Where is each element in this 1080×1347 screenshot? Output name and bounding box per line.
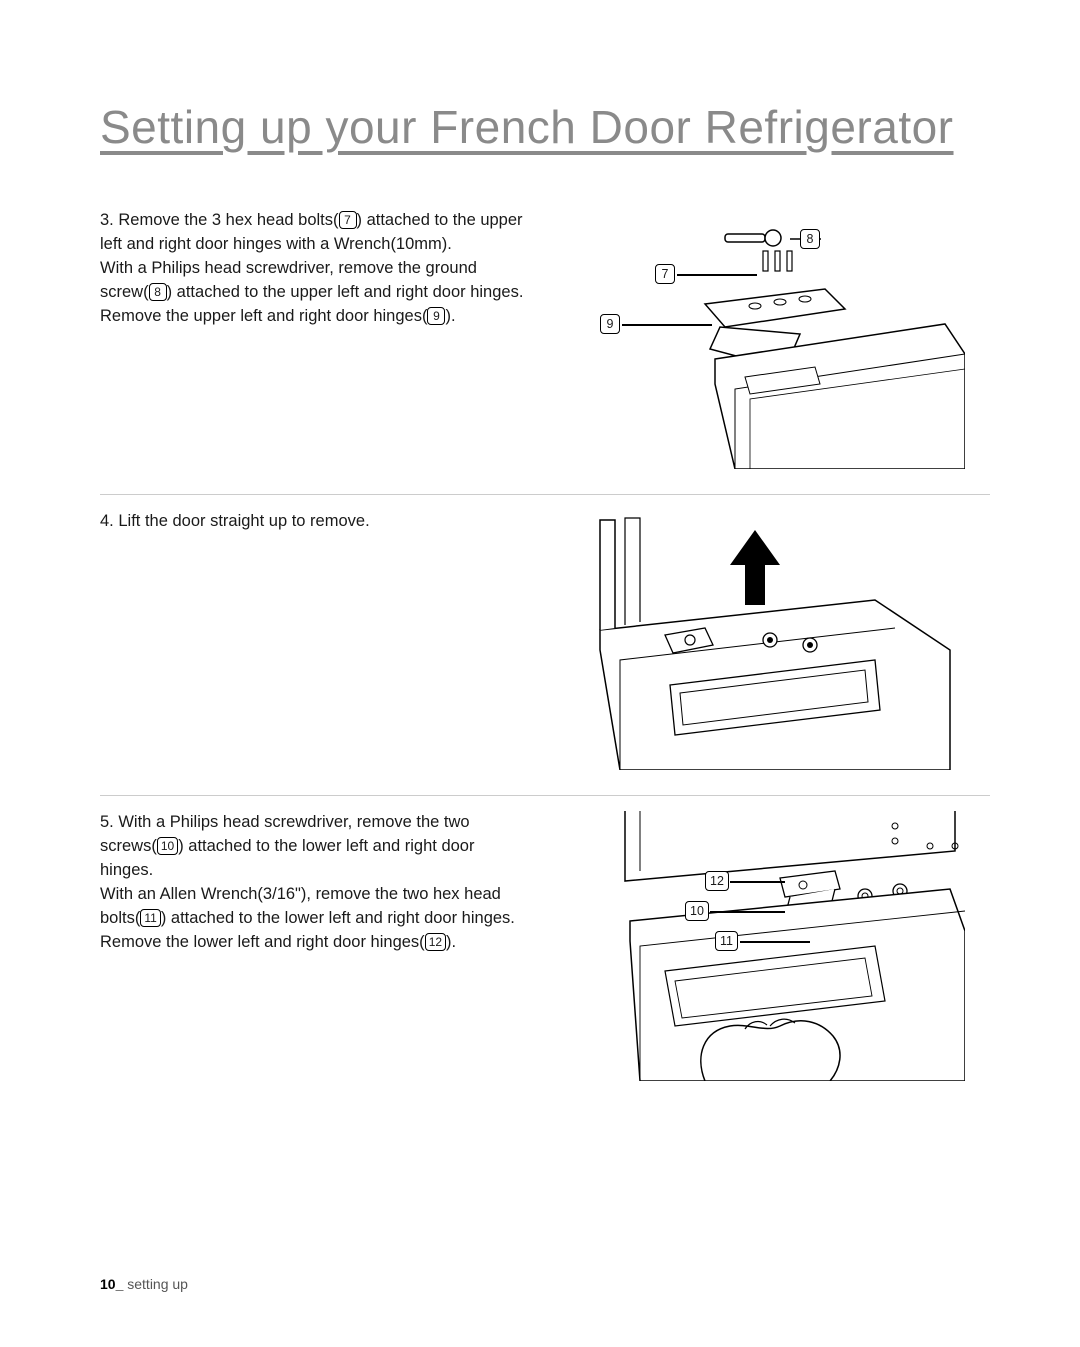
step-4-num: 4. — [100, 512, 114, 530]
step-3-text: 3. Remove the 3 hex head bolts(7) attach… — [100, 209, 530, 469]
step-4-text: 4. Lift the door straight up to remove. — [100, 510, 530, 770]
hinge-top-illustration — [585, 209, 965, 469]
page-footer: 10_ setting up — [100, 1276, 188, 1292]
inline-callout-9: 9 — [427, 307, 445, 325]
callout-9: 9 — [600, 314, 620, 334]
callout-10: 10 — [685, 901, 709, 921]
step-5-text: 5. With a Philips head screwdriver, remo… — [100, 811, 530, 1081]
step-5-figure: 12 10 11 — [560, 811, 990, 1081]
callout-11: 11 — [715, 931, 738, 951]
step-3-figure: 8 7 9 — [560, 209, 990, 469]
callout-7: 7 — [655, 264, 675, 284]
footer-section: setting up — [123, 1276, 188, 1292]
inline-callout-11: 11 — [140, 909, 160, 927]
inline-callout-12: 12 — [425, 933, 446, 951]
inline-callout-7: 7 — [339, 211, 357, 229]
callout-8: 8 — [800, 229, 820, 249]
page-title: Setting up your French Door Refrigerator — [100, 100, 990, 154]
step-5: 5. With a Philips head screwdriver, remo… — [100, 795, 990, 1106]
callout-12: 12 — [705, 871, 729, 891]
step-3-num: 3. — [100, 211, 114, 229]
step-3: 3. Remove the 3 hex head bolts(7) attach… — [100, 194, 990, 494]
inline-callout-10: 10 — [157, 837, 178, 855]
step-4-figure — [560, 510, 990, 770]
footer-page-num: 10_ — [100, 1276, 123, 1292]
step-5-num: 5. — [100, 813, 114, 831]
inline-callout-8: 8 — [149, 283, 167, 301]
hinge-bottom-illustration — [585, 811, 965, 1081]
door-lift-illustration — [595, 510, 955, 770]
step-4: 4. Lift the door straight up to remove. — [100, 494, 990, 795]
